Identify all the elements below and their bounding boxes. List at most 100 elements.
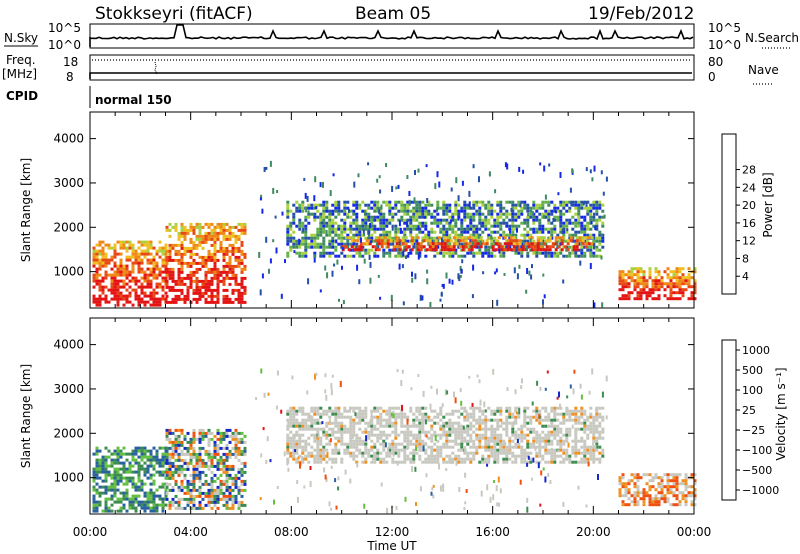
heatmap-cell: [388, 230, 392, 234]
heatmap-cell: [180, 470, 184, 474]
heatmap-cell: [466, 215, 470, 219]
heatmap-cell: [334, 457, 338, 461]
heatmap-cell: [642, 273, 646, 277]
heatmap-cell: [520, 200, 524, 204]
heatmap-cell: [295, 460, 299, 464]
heatmap-cell: [433, 218, 437, 222]
heatmap-cell: [496, 454, 500, 458]
heatmap-cell: [469, 433, 473, 437]
heatmap-cell: [475, 451, 479, 455]
heatmap-cell: [568, 457, 572, 461]
heatmap-cell: [502, 212, 506, 216]
heatmap-cell: [508, 224, 512, 228]
heatmap-cell: [427, 415, 431, 419]
heatmap-cell: [559, 203, 563, 207]
heatmap-cell: [505, 409, 509, 413]
heatmap-cell: [222, 464, 226, 468]
heatmap-cell: [243, 503, 247, 507]
heatmap-cell: [412, 424, 416, 428]
heatmap-cell: [346, 254, 350, 258]
heatmap-cell: [143, 494, 147, 498]
heatmap-cell: [349, 418, 353, 422]
heatmap-cell: [445, 445, 449, 449]
heatmap-cell: [210, 267, 214, 271]
heatmap-cell: [174, 440, 178, 444]
heatmap-cell: [639, 270, 643, 274]
heatmap-cell: [137, 294, 141, 298]
heatmap-cell: [186, 440, 190, 444]
heatmap-cell: [231, 252, 235, 256]
heatmap-cell: [95, 464, 99, 468]
heatmap-cell: [442, 233, 446, 237]
heatmap-cell: [240, 267, 244, 271]
heatmap-cell: [146, 491, 150, 495]
heatmap-cell: [338, 298, 340, 302]
heatmap-cell: [586, 212, 590, 216]
heatmap-cell: [454, 454, 458, 458]
heatmap-cell: [116, 252, 120, 256]
heatmap-cell: [128, 497, 132, 501]
heatmap-cell: [149, 252, 153, 256]
heatmap-cell: [553, 424, 557, 428]
heatmap-cell: [292, 406, 296, 410]
heatmap-cell: [374, 248, 378, 252]
heatmap-cell: [592, 415, 596, 419]
heatmap-cell: [165, 497, 169, 501]
heatmap-cell: [298, 427, 302, 431]
heatmap-cell: [301, 406, 305, 410]
heatmap-cell: [478, 415, 482, 419]
heatmap-cell: [310, 206, 314, 210]
heatmap-cell: [460, 209, 464, 213]
heatmap-cell: [180, 225, 184, 229]
heatmap-cell: [451, 279, 454, 285]
heatmap-cell: [636, 270, 640, 274]
heatmap-cell: [445, 227, 449, 231]
heatmap-cell: [152, 264, 156, 268]
heatmap-cell: [502, 254, 506, 258]
heatmap-cell: [243, 264, 247, 268]
heatmap-cell: [394, 224, 398, 228]
heatmap-cell: [598, 415, 602, 419]
heatmap-cell: [216, 276, 220, 280]
heatmap-cell: [484, 418, 488, 422]
heatmap-cell: [352, 254, 356, 258]
heatmap-cell: [367, 421, 371, 425]
heatmap-cell: [161, 461, 165, 465]
heatmap-cell: [234, 288, 238, 292]
heatmap-cell: [146, 497, 150, 501]
heatmap-cell: [410, 242, 414, 246]
heatmap-cell: [313, 239, 317, 243]
heatmap-cell: [168, 428, 172, 432]
heatmap-cell: [207, 285, 211, 289]
heatmap-cell: [598, 236, 602, 240]
heatmap-cell: [165, 273, 169, 277]
heatmap-cell: [484, 218, 488, 222]
heatmap-cell: [207, 231, 211, 235]
heatmap-cell: [365, 239, 369, 243]
heatmap-cell: [189, 500, 193, 504]
heatmap-cell: [457, 409, 461, 413]
heatmap-cell: [413, 197, 416, 204]
heatmap-cell: [377, 274, 380, 278]
heatmap-cell: [358, 439, 362, 443]
heatmap-cell: [535, 215, 539, 219]
heatmap-cell: [195, 452, 199, 456]
heatmap-cell: [361, 409, 365, 413]
heatmap-cell: [195, 288, 199, 292]
heatmap-cell: [466, 427, 470, 431]
heatmap-cell: [161, 470, 165, 474]
heatmap-cell: [451, 421, 455, 425]
heatmap-cell: [243, 434, 247, 438]
heatmap-cell: [149, 500, 153, 504]
heatmap-cell: [319, 460, 323, 464]
heatmap-cell: [402, 250, 405, 257]
heatmap-cell: [463, 218, 467, 222]
heatmap-cell: [547, 415, 551, 419]
heatmap-cell: [349, 424, 353, 428]
heatmap-cell: [98, 264, 102, 268]
heatmap-cell: [493, 448, 497, 452]
heatmap-cell: [400, 412, 404, 416]
heatmap-cell: [460, 442, 464, 446]
heatmap-cell: [560, 239, 564, 243]
heatmap-cell: [98, 240, 102, 244]
